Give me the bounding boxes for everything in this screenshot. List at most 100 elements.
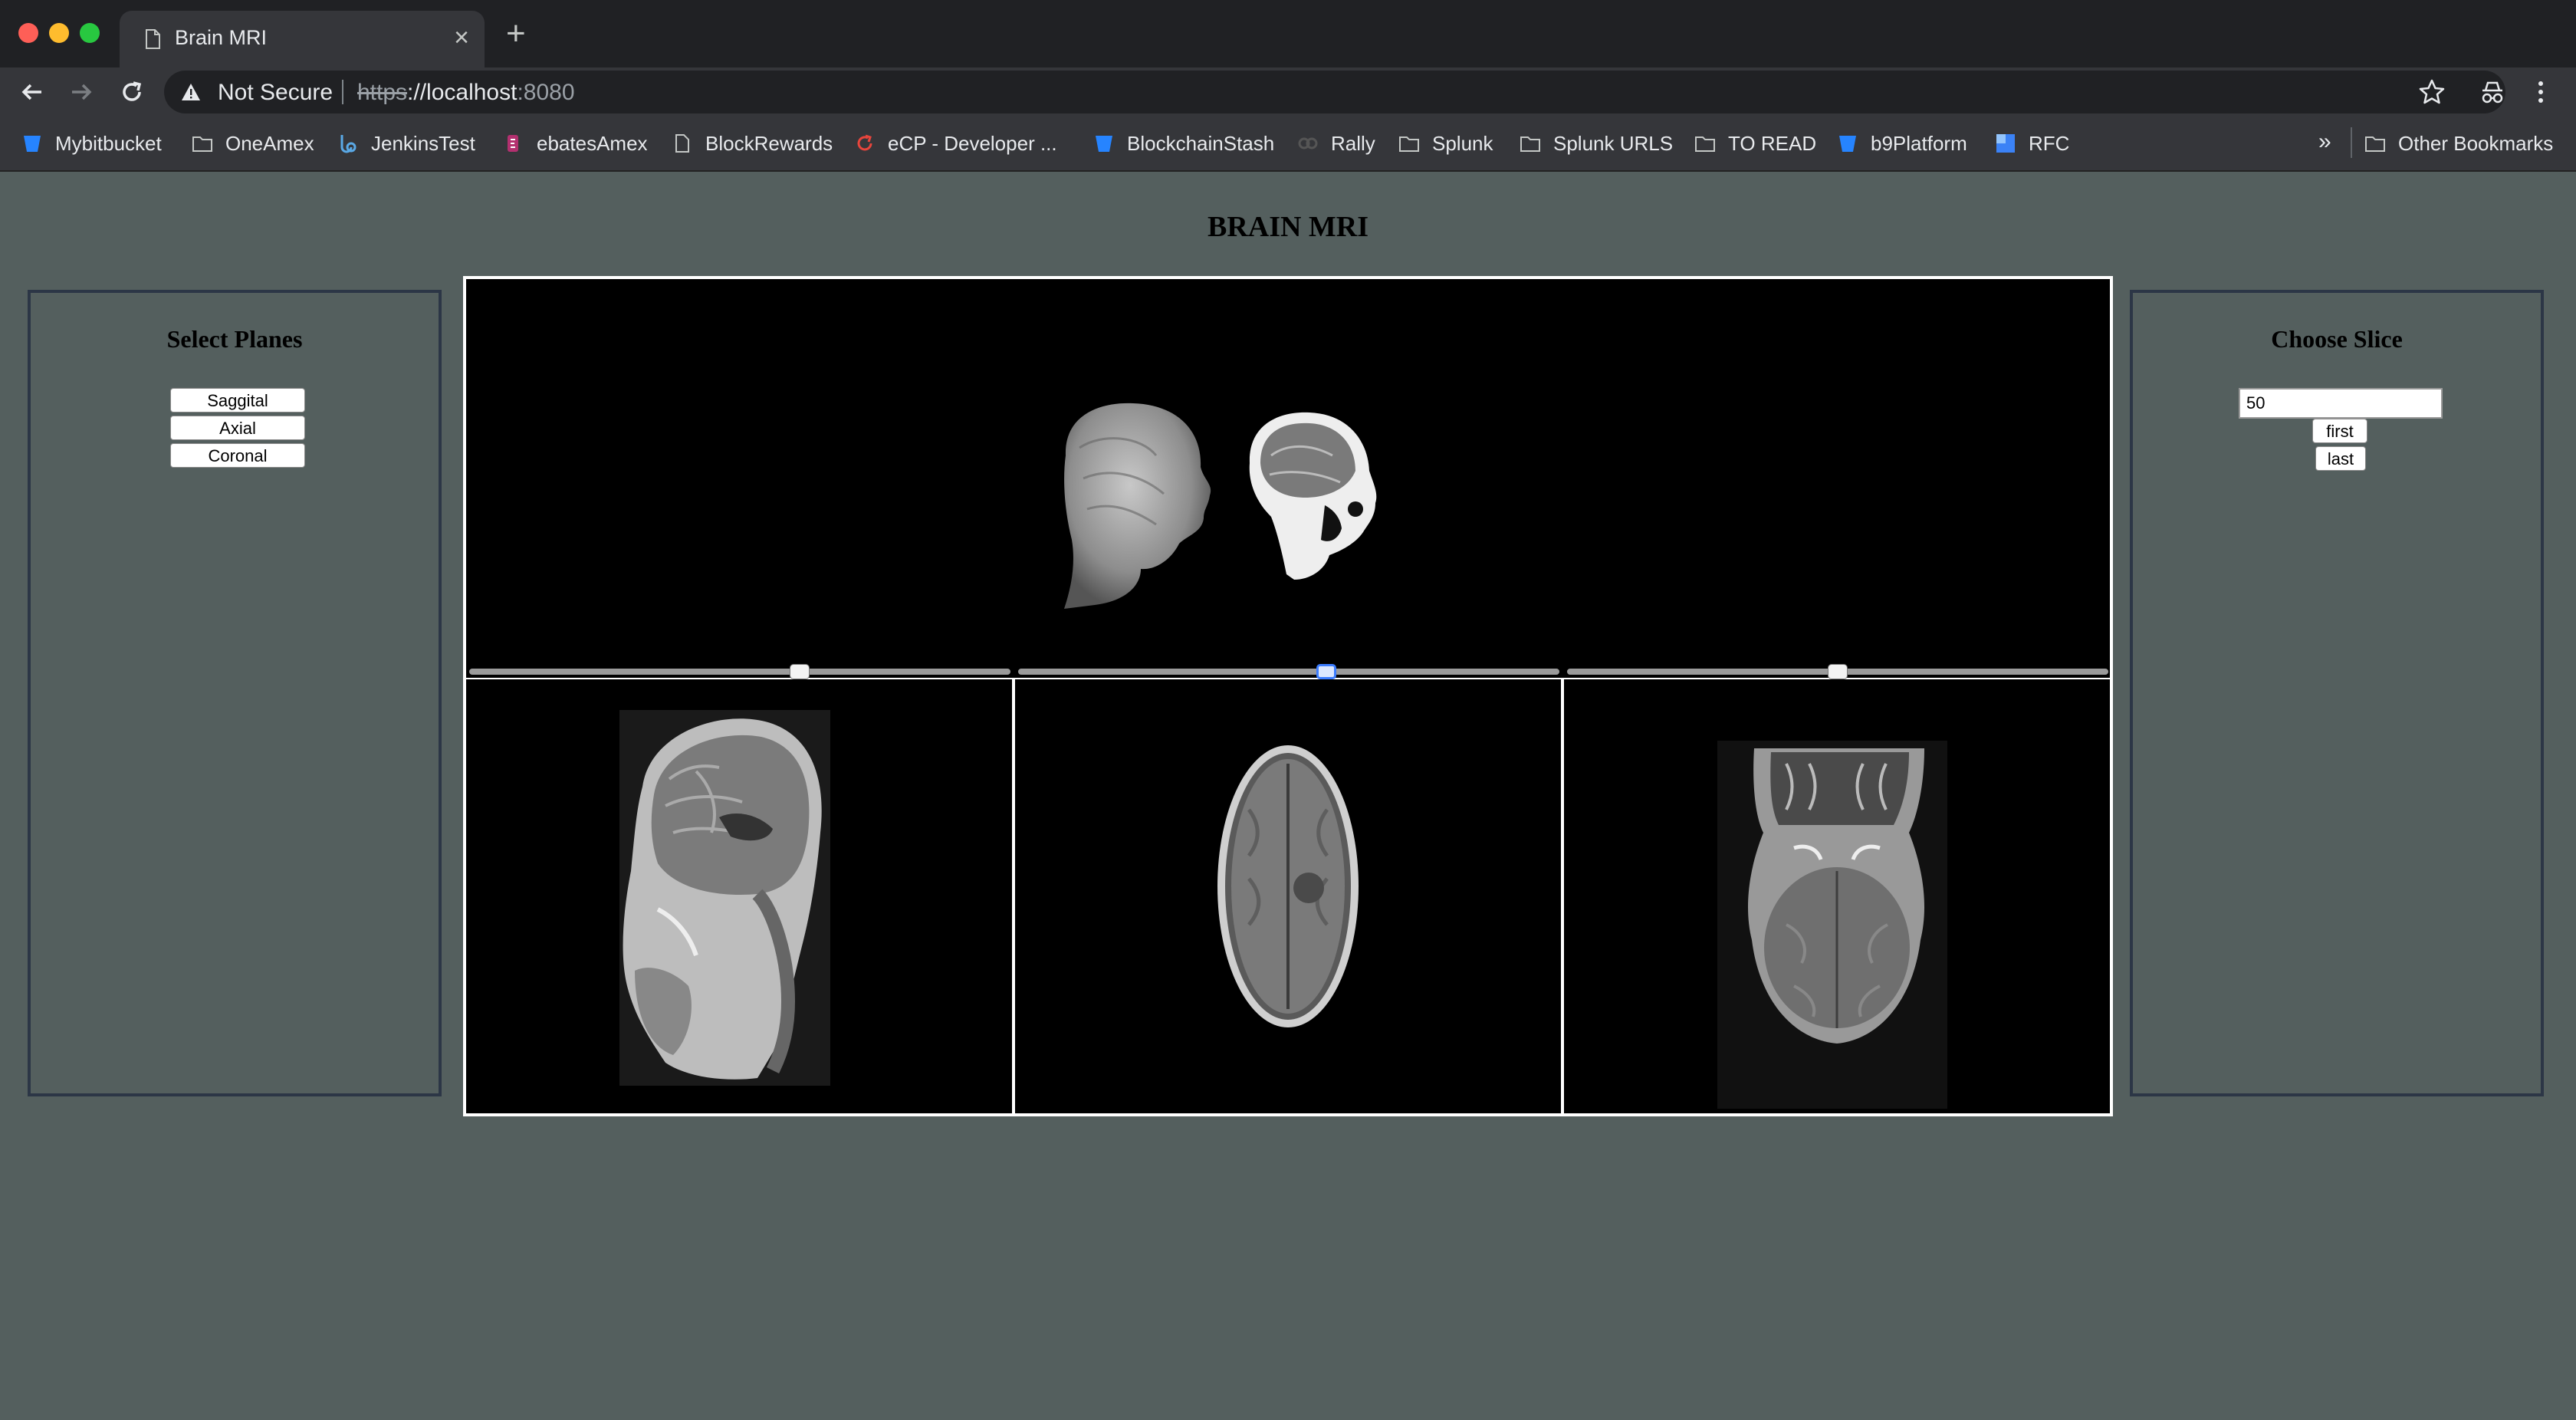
incognito-icon[interactable] xyxy=(2478,78,2507,106)
link-icon xyxy=(340,135,356,153)
bookmark-oneamex[interactable]: OneAmex xyxy=(192,130,314,156)
page-title: BRAIN MRI xyxy=(1207,211,1369,243)
bookmark-rfc[interactable]: RFC xyxy=(1995,130,2069,156)
bookmark-ecp-developer[interactable]: eCP - Developer ... xyxy=(854,130,1057,156)
coronal-mri-image xyxy=(1717,741,1947,1109)
choose-slice-title: Choose Slice xyxy=(2271,325,2403,353)
bookmark-blockrewards[interactable]: BlockRewards xyxy=(672,130,833,156)
slider-track xyxy=(1018,669,1559,675)
url-host: ://localhost xyxy=(407,80,518,105)
browser-tabstrip: Brain MRI × + xyxy=(0,0,2576,67)
bookmark-star-icon[interactable] xyxy=(2418,78,2446,106)
bookmark-label: Other Bookmarks xyxy=(2398,131,2554,155)
sagittal-slice-slider[interactable] xyxy=(469,664,1010,679)
coronal-button[interactable]: Coronal xyxy=(170,443,305,468)
slice-number-input[interactable] xyxy=(2239,388,2443,419)
address-separator xyxy=(342,80,343,104)
page-icon xyxy=(675,134,689,153)
coronal-slice-slider[interactable] xyxy=(1567,664,2108,679)
forward-icon[interactable] xyxy=(66,77,97,107)
bookmark-label: BlockchainStash xyxy=(1127,131,1275,155)
tab-title: Brain MRI xyxy=(175,26,268,49)
bookmark-label: eCP - Developer ... xyxy=(888,131,1057,155)
slider-track xyxy=(469,669,1010,675)
sagittal-slice-view[interactable] xyxy=(466,679,1012,1113)
url-text[interactable]: https://localhost:8080 xyxy=(357,80,575,106)
bookmark-ebatesamex[interactable]: ebatesAmex xyxy=(503,130,648,156)
bookmark-mybitbucket[interactable]: Mybitbucket xyxy=(21,130,162,156)
browser-toolbar: Not Secure https://localhost:8080 xyxy=(0,67,2576,117)
folder-icon xyxy=(2365,136,2385,152)
back-icon[interactable] xyxy=(17,77,48,107)
reload-icon[interactable] xyxy=(117,77,147,107)
bookmark-label: BlockRewards xyxy=(705,131,833,155)
url-port: :8080 xyxy=(517,80,575,105)
bookmark-label: OneAmex xyxy=(225,131,314,155)
bitbucket-icon xyxy=(1096,136,1112,152)
bookmark-label: b9Platform xyxy=(1871,131,1967,155)
volume-render-view[interactable] xyxy=(466,279,2110,662)
bookmark-rally[interactable]: Rally xyxy=(1297,130,1375,156)
maximize-window-button[interactable] xyxy=(80,23,100,43)
address-bar[interactable]: Not Secure https://localhost:8080 xyxy=(164,71,2505,113)
tab-close-button[interactable]: × xyxy=(454,23,469,52)
bitbucket-icon xyxy=(24,136,41,152)
minimize-window-button[interactable] xyxy=(49,23,69,43)
slider-thumb[interactable] xyxy=(1828,664,1848,679)
bookmark-label: Splunk xyxy=(1432,131,1493,155)
bookmark-label: Rally xyxy=(1331,131,1375,155)
head-surface-render xyxy=(1064,403,1211,609)
bookmark-label: RFC xyxy=(2029,131,2070,155)
bookmark-label: ebatesAmex xyxy=(537,131,648,155)
bookmark-blockchainstash[interactable]: BlockchainStash xyxy=(1093,130,1274,156)
bookmark-to-read[interactable]: TO READ xyxy=(1694,130,1816,156)
last-slice-button[interactable]: last xyxy=(2315,446,2366,471)
axial-slice-view[interactable] xyxy=(1015,679,1561,1113)
bookmark-b9platform[interactable]: b9Platform xyxy=(1837,130,1967,156)
axial-button[interactable]: Axial xyxy=(170,416,305,440)
folder-icon xyxy=(1399,136,1419,152)
menu-icon[interactable] xyxy=(2533,78,2548,106)
bitbucket-icon xyxy=(1839,136,1856,152)
saggital-button[interactable]: Saggital xyxy=(170,388,305,413)
bookmark-splunk-urls[interactable]: Splunk URLS xyxy=(1520,130,1673,156)
viewer-divider-2 xyxy=(1561,679,1564,1113)
bookmark-splunk[interactable]: Splunk xyxy=(1398,130,1493,156)
folder-icon xyxy=(1695,136,1715,152)
more-bookmarks-button[interactable]: » xyxy=(2318,129,2331,154)
page-icon xyxy=(146,29,160,49)
bookmark-label: JenkinsTest xyxy=(371,131,475,155)
browser-tab[interactable]: Brain MRI × xyxy=(120,11,485,67)
choose-slice-panel: Choose Slice first last xyxy=(2130,290,2544,1096)
bookmark-label: Mybitbucket xyxy=(55,131,162,155)
coronal-slice-view[interactable] xyxy=(1564,679,2110,1113)
ebates-icon xyxy=(508,135,518,152)
sagittal-mri-image xyxy=(619,710,830,1086)
select-planes-title: Select Planes xyxy=(166,325,303,353)
bookmark-label: TO READ xyxy=(1728,131,1817,155)
folder-icon xyxy=(192,136,212,152)
bookmark-jenkinstest[interactable]: JenkinsTest xyxy=(337,130,475,156)
slider-thumb[interactable] xyxy=(1316,664,1337,679)
slider-thumb[interactable] xyxy=(789,664,810,679)
select-planes-panel: Select Planes Saggital Axial Coronal xyxy=(28,290,442,1096)
warning-icon xyxy=(182,84,200,100)
bookmark-label: Splunk URLS xyxy=(1553,131,1674,155)
close-window-button[interactable] xyxy=(18,23,38,43)
rally-icon xyxy=(1298,137,1318,150)
bookmarks-bar: Mybitbucket OneAmex JenkinsTest ebatesAm… xyxy=(0,117,2576,172)
url-scheme: https xyxy=(357,80,408,105)
square-icon xyxy=(1996,134,2015,153)
bookmarks-divider xyxy=(2351,127,2352,158)
first-slice-button[interactable]: first xyxy=(2312,419,2367,443)
viewer-divider-1 xyxy=(1012,679,1015,1113)
new-tab-button[interactable]: + xyxy=(506,15,526,52)
head-cutaway-render xyxy=(1249,412,1377,580)
axial-mri-image xyxy=(1217,745,1359,1027)
bookmark-other-bookmarks[interactable]: Other Bookmarks xyxy=(2364,130,2553,156)
mri-viewer xyxy=(463,276,2113,1116)
security-label[interactable]: Not Secure xyxy=(218,80,334,105)
axial-slice-slider[interactable] xyxy=(1018,664,1559,679)
folder-icon xyxy=(1520,136,1540,152)
sync-icon xyxy=(857,134,872,151)
